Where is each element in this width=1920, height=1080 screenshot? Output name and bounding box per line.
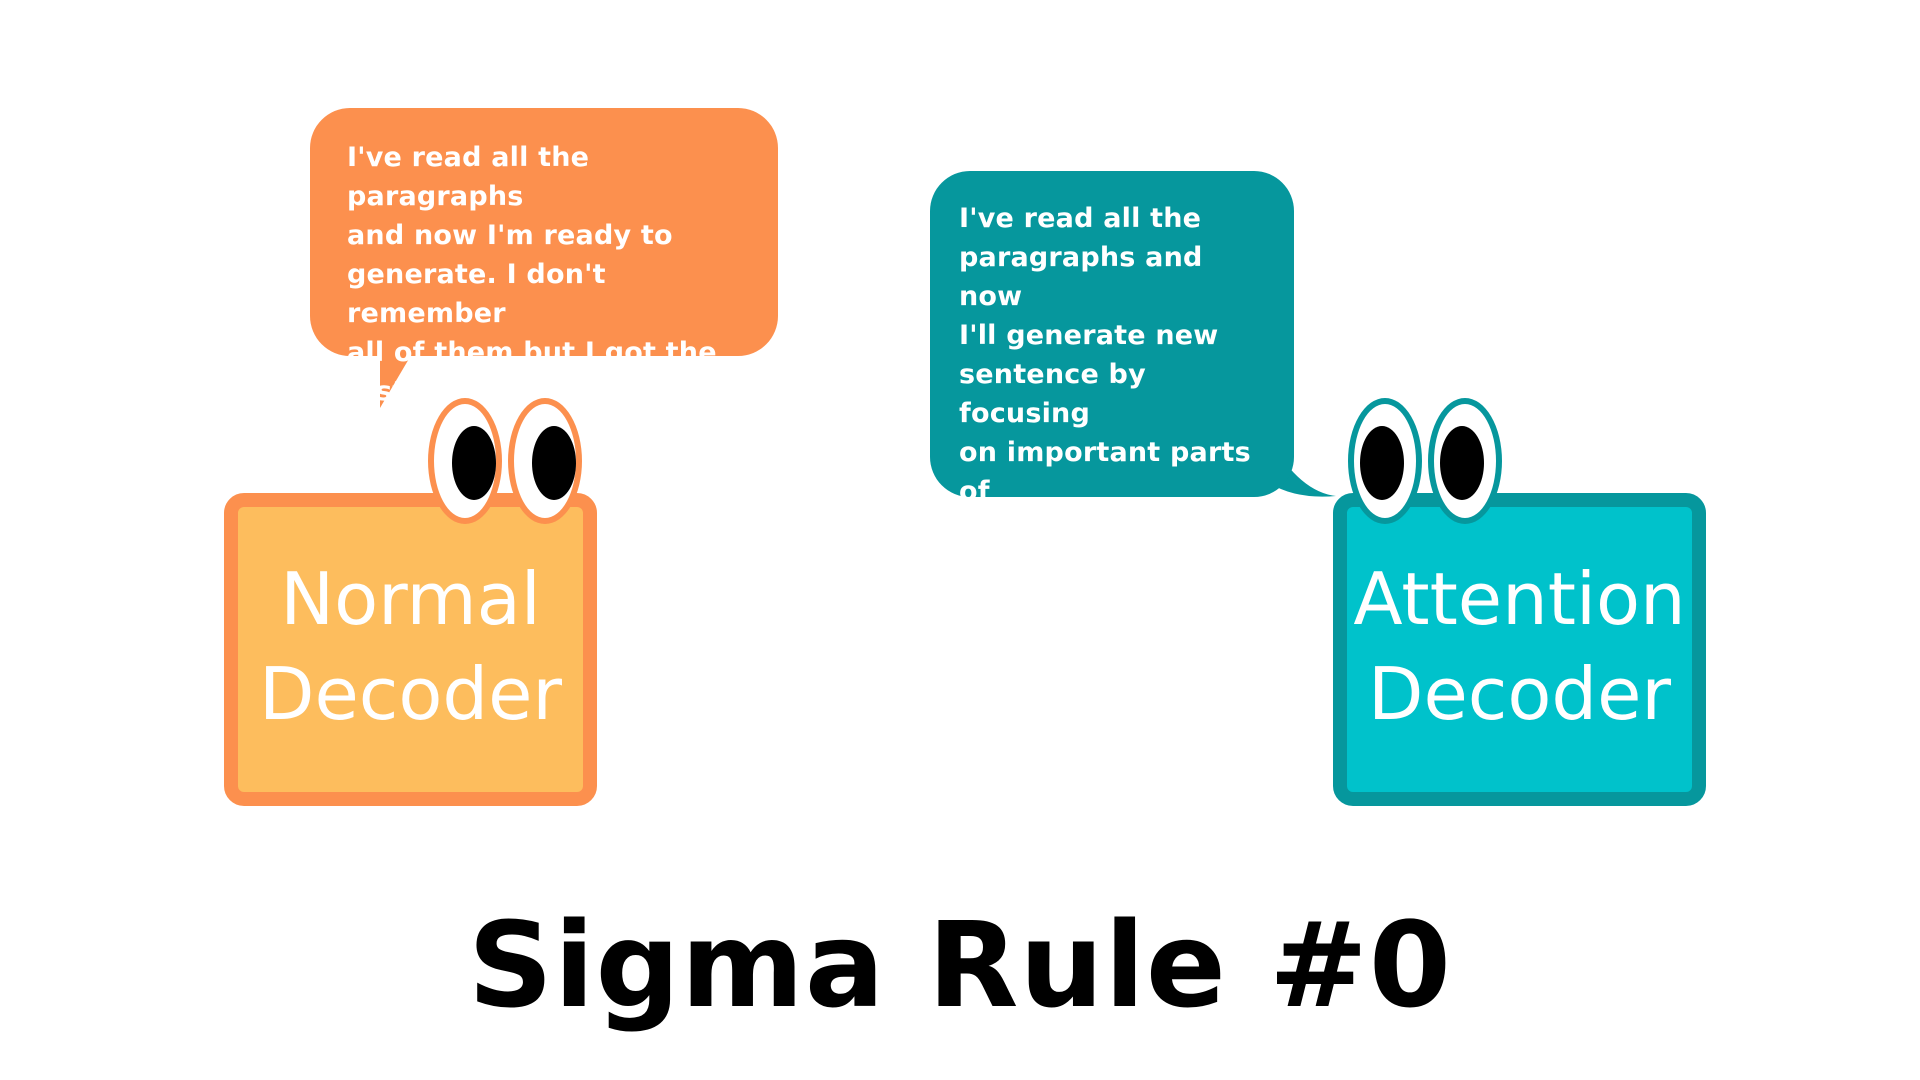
normal-decoder-right-eye-icon bbox=[508, 398, 582, 524]
attention-decoder-left-eye-icon bbox=[1348, 398, 1422, 524]
attention-decoder-left-pupil bbox=[1360, 426, 1404, 500]
normal-decoder-label: Normal Decoder bbox=[259, 556, 562, 736]
normal-decoder-box: Normal Decoder bbox=[224, 493, 597, 806]
page-title: Sigma Rule #0 bbox=[468, 896, 1452, 1034]
normal-decoder-left-pupil bbox=[452, 426, 496, 500]
attention-decoder-box: Attention Decoder bbox=[1333, 493, 1706, 806]
normal-decoder-right-pupil bbox=[532, 426, 576, 500]
normal-decoder-speech-text: I've read all the paragraphs and now I'm… bbox=[347, 142, 719, 446]
attention-decoder-speech-bubble: I've read all the paragraphs and now I'l… bbox=[930, 171, 1294, 585]
attention-decoder-right-pupil bbox=[1440, 426, 1484, 500]
attention-decoder-speech-text: I've read all the paragraphs and now I'l… bbox=[959, 203, 1251, 585]
normal-decoder-left-eye-icon bbox=[428, 398, 502, 524]
attention-decoder-right-eye-icon bbox=[1428, 398, 1502, 524]
attention-decoder-label: Attention Decoder bbox=[1353, 556, 1686, 736]
normal-decoder-speech-bubble: I've read all the paragraphs and now I'm… bbox=[310, 108, 778, 446]
